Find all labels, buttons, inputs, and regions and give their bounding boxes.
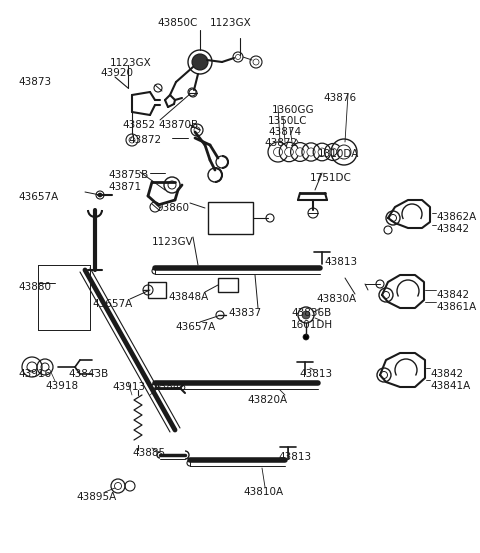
Text: 43848A: 43848A <box>168 292 208 302</box>
Circle shape <box>98 193 102 197</box>
Bar <box>208 202 253 234</box>
Text: 43885: 43885 <box>132 448 165 458</box>
Text: 43918: 43918 <box>45 381 78 391</box>
Text: 43874: 43874 <box>268 127 301 137</box>
Text: 43830A: 43830A <box>316 294 356 304</box>
Text: 43843B: 43843B <box>68 369 108 379</box>
Text: 43871: 43871 <box>108 182 141 192</box>
Text: 93860: 93860 <box>156 203 189 213</box>
Circle shape <box>389 215 396 222</box>
Circle shape <box>285 148 293 156</box>
Circle shape <box>318 148 326 156</box>
Text: 43852: 43852 <box>122 120 155 130</box>
Text: 43813: 43813 <box>299 369 332 379</box>
Text: 43872: 43872 <box>128 135 161 145</box>
Bar <box>218 278 238 292</box>
Text: 43862A: 43862A <box>436 212 476 222</box>
Text: 43861A: 43861A <box>436 302 476 312</box>
Text: 1123GV: 1123GV <box>152 237 194 247</box>
Circle shape <box>192 54 208 70</box>
Circle shape <box>168 181 176 189</box>
Text: 1360GG: 1360GG <box>272 105 314 115</box>
Text: 43836B: 43836B <box>291 308 331 318</box>
Circle shape <box>296 148 304 156</box>
Circle shape <box>307 148 315 156</box>
Text: 43870B: 43870B <box>158 120 198 130</box>
Circle shape <box>383 291 389 299</box>
Circle shape <box>337 145 351 159</box>
Text: 43657A: 43657A <box>92 299 132 309</box>
Circle shape <box>194 127 200 133</box>
Circle shape <box>129 137 135 143</box>
Circle shape <box>236 55 240 60</box>
Text: 43875B: 43875B <box>108 170 148 180</box>
Text: 43810A: 43810A <box>243 487 283 497</box>
Text: 43848: 43848 <box>153 382 186 392</box>
Text: 43837: 43837 <box>228 308 261 318</box>
Text: 1310DA: 1310DA <box>318 149 360 159</box>
Text: 43657A: 43657A <box>175 322 215 332</box>
Text: 43813: 43813 <box>324 257 357 267</box>
Text: 43920: 43920 <box>100 68 133 78</box>
Circle shape <box>115 483 121 489</box>
Text: 43842: 43842 <box>430 369 463 379</box>
Text: 43876: 43876 <box>323 93 356 103</box>
Circle shape <box>381 372 387 378</box>
Circle shape <box>303 334 309 340</box>
Text: 43850C: 43850C <box>157 18 198 28</box>
Bar <box>148 282 166 298</box>
Text: 1751DC: 1751DC <box>310 173 352 183</box>
Circle shape <box>274 148 283 156</box>
Text: 43880: 43880 <box>18 282 51 292</box>
Text: 43813: 43813 <box>278 452 311 462</box>
Text: 43842: 43842 <box>436 290 469 300</box>
Text: 1601DH: 1601DH <box>291 320 333 330</box>
Text: 43841A: 43841A <box>430 381 470 391</box>
Circle shape <box>266 214 274 222</box>
Text: 43872: 43872 <box>264 138 297 148</box>
Text: 43895A: 43895A <box>76 492 116 502</box>
Text: 43916: 43916 <box>18 369 51 379</box>
Text: 43913: 43913 <box>112 382 145 392</box>
Text: 43657A: 43657A <box>18 192 58 202</box>
Circle shape <box>329 148 337 156</box>
Text: 43820A: 43820A <box>247 395 287 405</box>
Text: 43873: 43873 <box>18 77 51 87</box>
Circle shape <box>253 59 259 65</box>
Text: 43842: 43842 <box>436 224 469 234</box>
Text: 1350LC: 1350LC <box>268 116 308 126</box>
Circle shape <box>302 311 310 319</box>
Text: 1123GX: 1123GX <box>110 58 152 68</box>
Text: 1123GX: 1123GX <box>210 18 252 28</box>
